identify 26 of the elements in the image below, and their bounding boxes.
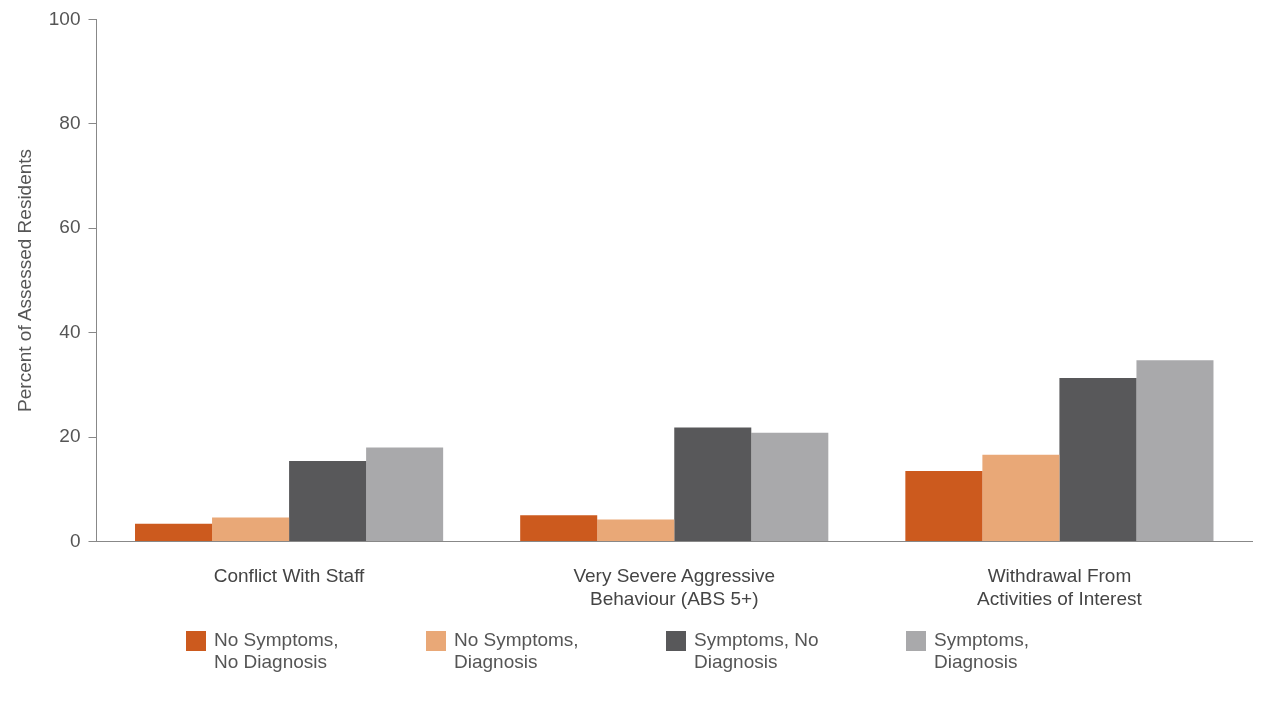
y-axis-title: Percent of Assessed Residents — [13, 148, 35, 412]
bar — [289, 461, 367, 541]
y-tick-label: 40 — [59, 320, 81, 342]
bar — [212, 517, 290, 541]
y-tick-label: 60 — [59, 216, 81, 238]
y-tick-label: 0 — [69, 529, 81, 551]
bar — [751, 432, 829, 541]
x-tick-label: Conflict With Staff — [213, 565, 366, 587]
y-tick-label: 20 — [59, 425, 81, 447]
legend-label: No Symptoms, Diagnosis — [454, 629, 580, 673]
bar — [597, 519, 675, 541]
bar — [366, 447, 444, 541]
x-tick-label: Withdrawal From Activities of Interest — [977, 565, 1143, 609]
bar — [1136, 360, 1214, 541]
legend-label: No Symptoms, No Diagnosis — [214, 629, 340, 673]
bar — [674, 427, 752, 541]
bar — [982, 454, 1060, 541]
legend-label: Symptoms, Diagnosis — [934, 629, 1031, 673]
bar — [520, 515, 598, 541]
bar — [905, 470, 983, 541]
bar — [135, 523, 213, 541]
y-tick-label: 100 — [48, 7, 81, 29]
y-tick-label: 80 — [59, 112, 81, 134]
legend-label: Symptoms, No Diagnosis — [694, 629, 820, 673]
x-tick-label: Very Severe Aggressive Behaviour (ABS 5+) — [573, 565, 776, 609]
bar — [1059, 378, 1137, 541]
